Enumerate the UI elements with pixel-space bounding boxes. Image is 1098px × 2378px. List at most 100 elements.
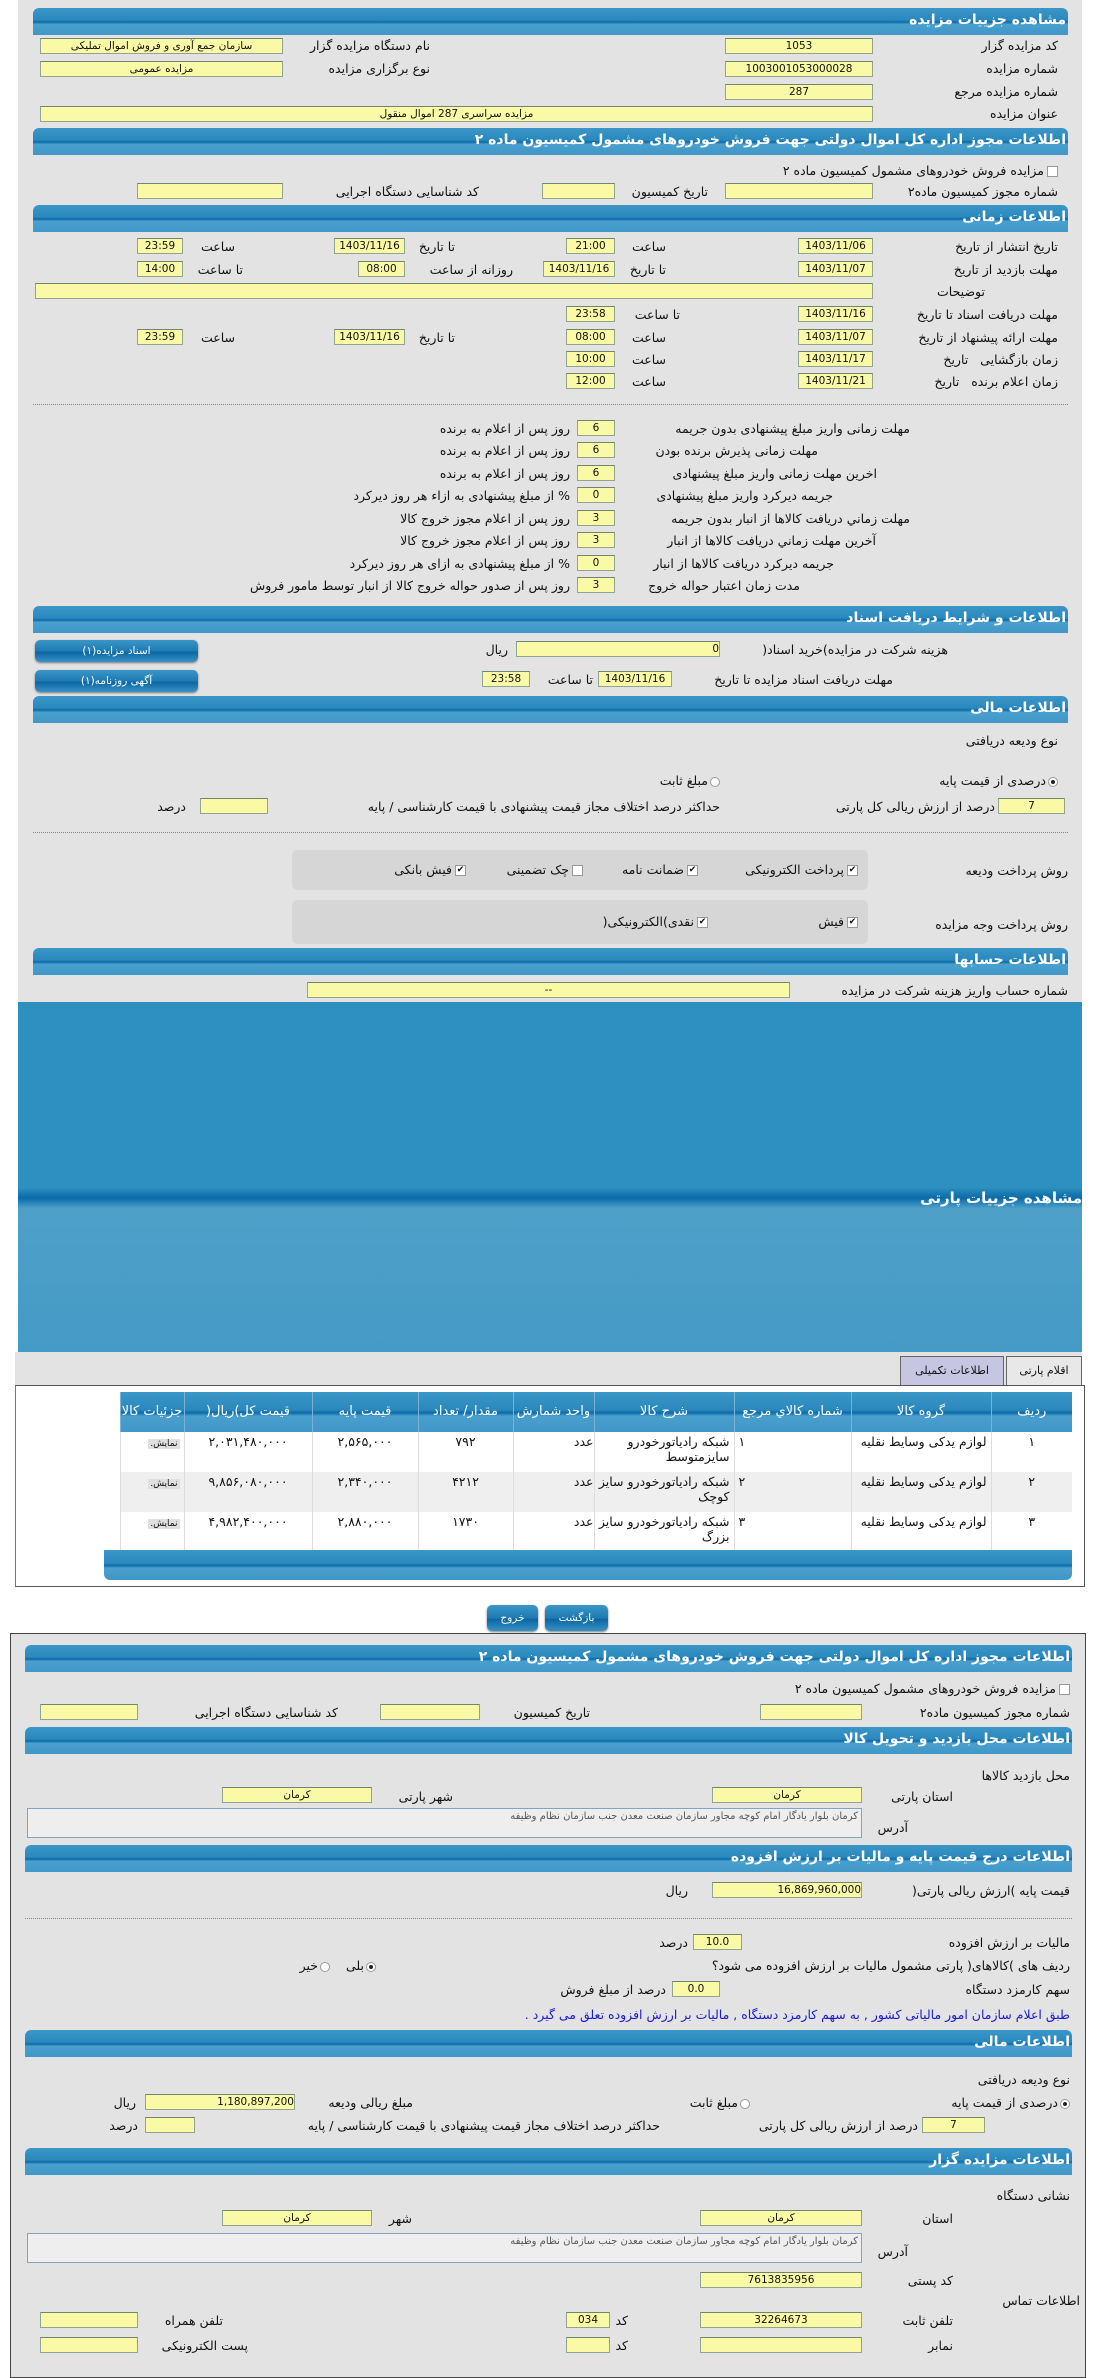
radio-icon[interactable] [740,2098,750,2109]
tab-party-items[interactable]: اقلام پارتی [1006,1356,1082,1386]
checkbox-icon[interactable]: ✔ [455,865,466,876]
radio-icon[interactable] [320,1961,330,1972]
permit-checkbox-row[interactable]: مزایده فروش خودروهای مشمول کمیسیون ماده … [795,1681,1070,1697]
deposit-percent-field[interactable]: 7 [998,798,1065,814]
deposit-method-cheque[interactable]: چک تضمینی [507,862,583,878]
offer-to-time[interactable]: 23:59 [137,329,183,345]
open-date[interactable]: 1403/11/17 [798,351,873,367]
org-address-field[interactable]: کرمان بلوار یادگار امام کوچه مجاور سازما… [27,2233,862,2263]
doc-deadline-time[interactable]: 23:58 [482,671,530,687]
mobile-field[interactable] [40,2312,138,2328]
area-code-field[interactable]: 034 [566,2312,610,2328]
exec-code-field[interactable] [40,1704,138,1720]
checkbox-icon[interactable]: ✔ [697,917,708,928]
visit-to-date[interactable]: 1403/11/16 [543,261,615,277]
permit-no-field[interactable] [760,1704,862,1720]
opt-fixed-radio[interactable]: مبلغ ثابت [690,2095,750,2111]
back-button[interactable]: بازگشت [545,1605,608,1631]
checkbox-icon[interactable] [572,865,583,876]
doc-fee-field[interactable]: 0 [516,641,720,657]
offer-from-time[interactable]: 08:00 [566,329,615,345]
checkbox-icon[interactable]: ✔ [847,865,858,876]
open-time[interactable]: 10:00 [566,351,615,367]
org-fee-field[interactable]: 0.0 [672,1981,720,1997]
deposit-method-bank-slip[interactable]: ✔فیش بانکی [394,862,466,877]
show-details-button[interactable]: نمایش. [148,1479,180,1489]
show-details-button[interactable]: نمایش. [148,1519,180,1529]
org-name-field[interactable]: سازمان جمع آوری و فروش اموال تملیکی [40,38,283,54]
subject-field[interactable]: مزایده سراسری 287 اموال منقول [40,106,873,122]
penalty-value[interactable]: 6 [577,465,615,481]
org-province-field[interactable]: کرمان [700,2210,862,2226]
radio-icon[interactable] [366,1961,376,1972]
max-diff-field[interactable] [145,2117,195,2133]
permit-checkbox[interactable] [1059,1684,1070,1695]
payment-method-cash[interactable]: ✔نقدی)الکترونیکی( [602,914,708,929]
exit-button[interactable]: خروج [487,1605,538,1631]
deposit-method-guarantee[interactable]: ✔ضمانت نامه [621,862,698,877]
deposit-percent-field[interactable]: 7 [922,2117,985,2133]
deposit-method-electronic[interactable]: ✔پرداخت الکترونیکی [745,862,858,877]
postal-code-field[interactable]: 7613835956 [700,2272,862,2288]
opt-fixed-radio[interactable]: مبلغ ثابت [660,773,720,789]
penalty-value[interactable]: 6 [577,420,615,436]
deposit-amount-field[interactable]: 1,180,897,200 [145,2094,295,2110]
max-diff-field[interactable] [200,798,268,814]
auction-type-field[interactable]: مزایده عمومی [40,61,283,77]
phone-field[interactable]: 32264673 [700,2312,862,2328]
party-province-field[interactable]: کرمان [712,1787,862,1803]
vat-yes-radio[interactable]: بلی [346,1958,376,1974]
party-address-field[interactable]: کرمان بلوار یادگار امام کوچه مجاور سازما… [27,1808,862,1838]
fax-code-field[interactable] [566,2337,610,2353]
checkbox-icon[interactable]: ✔ [847,917,858,928]
penalty-value[interactable]: 3 [577,510,615,526]
org-code-field[interactable]: 1053 [725,38,873,54]
email-field[interactable] [40,2337,138,2353]
auction-docs-button[interactable]: اسناد مزایده(۱) [35,640,198,662]
penalty-value[interactable]: 6 [577,442,615,458]
tab-extra-info[interactable]: اطلاعات تکمیلی [900,1356,1004,1386]
vat-no-radio[interactable]: خیر [300,1958,330,1974]
base-price-field[interactable]: 16,869,960,000 [712,1882,862,1898]
payment-method-slip[interactable]: ✔فیش [818,914,858,929]
publish-from-time[interactable]: 21:00 [566,238,615,254]
penalty-value[interactable]: 0 [577,487,615,503]
winner-date[interactable]: 1403/11/21 [798,373,873,389]
radio-icon[interactable] [1060,2098,1070,2109]
visit-daily-from[interactable]: 08:00 [358,261,405,277]
opt-percent-radio[interactable]: درصدی از قیمت پایه [939,773,1058,789]
ref-no-field[interactable]: 287 [725,84,873,100]
winner-time[interactable]: 12:00 [566,373,615,389]
newspaper-ad-button[interactable]: آگهی روزنامه(۱) [35,670,198,692]
permit-date-field[interactable] [380,1704,480,1720]
permit-checkbox[interactable] [1047,166,1058,177]
docs-to-time[interactable]: 23:58 [566,306,615,322]
org-city-field[interactable]: کرمان [222,2210,372,2226]
publish-to-time[interactable]: 23:59 [137,238,183,254]
doc-deadline-date[interactable]: 1403/11/16 [598,671,672,687]
show-details-button[interactable]: نمایش. [148,1439,180,1449]
permit-checkbox-row[interactable]: مزایده فروش خودروهای مشمول کمیسیون ماده … [783,163,1058,179]
permit-date-field[interactable] [542,183,615,199]
auction-no-field[interactable]: 1003001053000028 [725,61,873,77]
radio-icon[interactable] [1048,776,1058,787]
party-city-field[interactable]: کرمان [222,1787,372,1803]
docs-to-date[interactable]: 1403/11/16 [798,306,873,322]
penalty-value[interactable]: 3 [577,532,615,548]
account-field[interactable]: -- [307,982,790,998]
opt-percent-radio[interactable]: درصدی از قیمت پایه [951,2095,1070,2111]
checkbox-icon[interactable]: ✔ [687,865,698,876]
visit-daily-to[interactable]: 14:00 [137,261,183,277]
radio-icon[interactable] [710,776,720,787]
offer-from-date[interactable]: 1403/11/07 [798,329,873,345]
exec-code-field[interactable] [137,183,283,199]
fax-field[interactable] [700,2337,862,2353]
publish-to-date[interactable]: 1403/11/16 [334,238,405,254]
visit-from-date[interactable]: 1403/11/07 [798,261,873,277]
penalty-value[interactable]: 0 [577,555,615,571]
vat-field[interactable]: 10.0 [693,1934,742,1950]
desc-field[interactable] [35,283,873,299]
offer-to-date[interactable]: 1403/11/16 [334,329,405,345]
penalty-value[interactable]: 3 [577,577,615,593]
publish-from-date[interactable]: 1403/11/06 [798,238,873,254]
